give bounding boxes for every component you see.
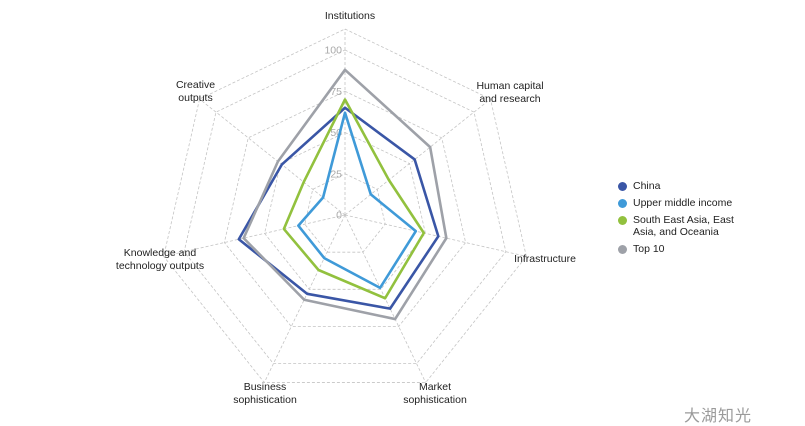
axis-label: Institutions: [324, 10, 376, 22]
grid-ring: [264, 132, 426, 290]
legend-swatch: [618, 216, 627, 225]
tick-label: 100: [324, 45, 342, 57]
tick-label: 0: [336, 210, 342, 222]
grid-spoke: [344, 214, 527, 257]
tick-label: 50: [330, 127, 342, 139]
legend-swatch: [618, 245, 627, 254]
legend: China Upper middle income South East Asia,…: [618, 180, 734, 260]
series-polygon-upper-middle-income: [297, 111, 418, 290]
legend-label: Top 10: [633, 243, 665, 255]
legend-item: Top 10: [618, 243, 734, 255]
legend-swatch: [618, 199, 627, 208]
legend-label: China: [633, 180, 661, 192]
axis-label: Market sophistication: [403, 381, 467, 406]
grid-ring: [304, 173, 386, 253]
legend-label: Upper middle income: [633, 197, 733, 209]
series-polygon-top-10: [242, 68, 448, 321]
grid-spoke: [344, 98, 491, 216]
legend-swatch: [618, 182, 627, 191]
axis-label: Knowledge and technology outputs: [115, 247, 205, 272]
radar-grid: [163, 28, 527, 383]
legend-label: South East Asia, East Asia, and Oceania: [633, 214, 734, 238]
grid-ring: [163, 28, 527, 383]
radar-series: [237, 68, 448, 321]
radial-tick-labels: 0 25 50 75 100: [324, 45, 342, 222]
legend-item: Upper middle income: [618, 197, 734, 209]
series-polygon-south-east-asia-east-asia-and-oceania: [282, 98, 426, 300]
legend-item: South East Asia, East Asia, and Oceania: [618, 214, 734, 238]
grid-ring: [183, 49, 507, 365]
axis-label: Business sophistication: [233, 381, 297, 406]
tick-label: 75: [330, 86, 342, 98]
axis-label: Infrastructure: [514, 253, 576, 265]
legend-item: China: [618, 180, 734, 192]
axis-label: Human capital and research: [476, 80, 544, 105]
watermark: 大湖知光: [684, 406, 753, 425]
grid-ring: [223, 90, 467, 327]
axis-label: Creative outputs: [175, 79, 216, 104]
tick-label: 25: [330, 168, 342, 180]
series-polygon-china: [237, 106, 440, 310]
grid-spoke: [199, 98, 346, 216]
grid-spoke: [163, 214, 346, 257]
